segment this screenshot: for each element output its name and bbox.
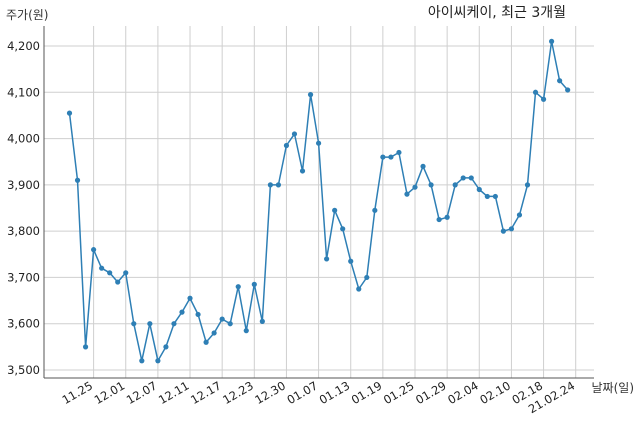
data-point (307, 92, 314, 98)
data-point (500, 228, 506, 234)
data-point (565, 87, 571, 93)
data-point (540, 96, 547, 102)
data-point (283, 142, 290, 149)
data-point (179, 309, 185, 315)
data-point (549, 38, 555, 44)
data-point (332, 207, 338, 213)
x-tick-label: 11.25 (60, 378, 96, 407)
data-point (324, 256, 330, 262)
data-point (147, 321, 153, 327)
data-point (388, 154, 394, 160)
data-point (508, 226, 515, 232)
data-point (123, 270, 129, 276)
data-point (412, 184, 418, 190)
data-point (557, 78, 563, 84)
data-point (380, 154, 386, 160)
data-point (396, 149, 402, 156)
data-point (195, 311, 201, 318)
data-point (203, 339, 209, 345)
data-point (259, 318, 265, 324)
y-tick-label: 3,900 (7, 178, 40, 192)
data-point (372, 207, 378, 213)
data-point (66, 110, 73, 116)
data-point (436, 216, 442, 223)
data-point (315, 140, 322, 146)
data-point (299, 168, 306, 174)
data-point (187, 295, 193, 301)
data-point (492, 193, 498, 200)
data-point (532, 89, 539, 95)
data-point (267, 182, 273, 188)
data-point (340, 226, 346, 232)
data-point (516, 212, 523, 218)
y-tick-label: 4,100 (7, 85, 40, 99)
data-point (155, 358, 161, 364)
x-tick-label: 12.17 (188, 378, 224, 407)
y-tick-label: 3,500 (7, 363, 40, 377)
data-point (356, 286, 362, 292)
x-tick-label: 01.13 (317, 378, 353, 407)
y-tick-label: 4,000 (7, 132, 40, 146)
x-tick-label: 12.30 (252, 378, 288, 407)
x-tick-label: 12.01 (92, 378, 128, 407)
chart-title: 아이씨케이, 최근 3개월 (427, 5, 566, 21)
data-point (404, 191, 410, 197)
data-point (243, 328, 249, 334)
y-axis-label: 주가(원) (6, 8, 49, 22)
x-tick-label: 12.07 (124, 378, 160, 407)
data-point (211, 330, 217, 336)
data-point (291, 131, 298, 137)
x-tick-label: 01.19 (349, 378, 385, 407)
data-point (82, 344, 89, 350)
data-point (131, 321, 137, 327)
data-point (91, 247, 97, 253)
data-point (476, 186, 482, 193)
y-tick-label: 3,600 (7, 317, 40, 331)
y-tick-label: 3,800 (7, 224, 40, 238)
x-tick-label: 02.10 (477, 378, 513, 407)
data-point (364, 274, 370, 281)
data-point (227, 321, 233, 327)
data-point (139, 358, 145, 364)
x-tick-label: 12.23 (220, 378, 256, 407)
x-tick-label: 01.07 (285, 378, 321, 407)
data-point (428, 182, 434, 188)
x-tick-label: 01.25 (381, 378, 417, 407)
data-point (524, 182, 531, 188)
data-point (251, 281, 257, 287)
x-tick-label: 02.04 (445, 378, 481, 407)
data-point (235, 284, 241, 290)
data-point (163, 344, 169, 350)
data-point (484, 193, 490, 200)
data-point (420, 163, 426, 169)
data-point (99, 265, 105, 271)
data-point (348, 258, 354, 264)
data-point (171, 321, 177, 327)
data-point (115, 279, 121, 285)
x-tick-label: 12.11 (156, 378, 192, 407)
data-point (74, 177, 81, 183)
data-point (452, 182, 458, 188)
data-point (219, 316, 225, 322)
y-tick-label: 4,200 (7, 39, 40, 53)
y-tick-label: 3,700 (7, 270, 40, 284)
x-tick-label: 01.29 (413, 378, 449, 407)
data-point (468, 175, 474, 181)
data-point (275, 182, 282, 188)
x-axis-label: 날짜(일) (591, 381, 634, 395)
data-point (444, 214, 450, 220)
data-point (107, 270, 113, 276)
data-point (460, 175, 466, 181)
